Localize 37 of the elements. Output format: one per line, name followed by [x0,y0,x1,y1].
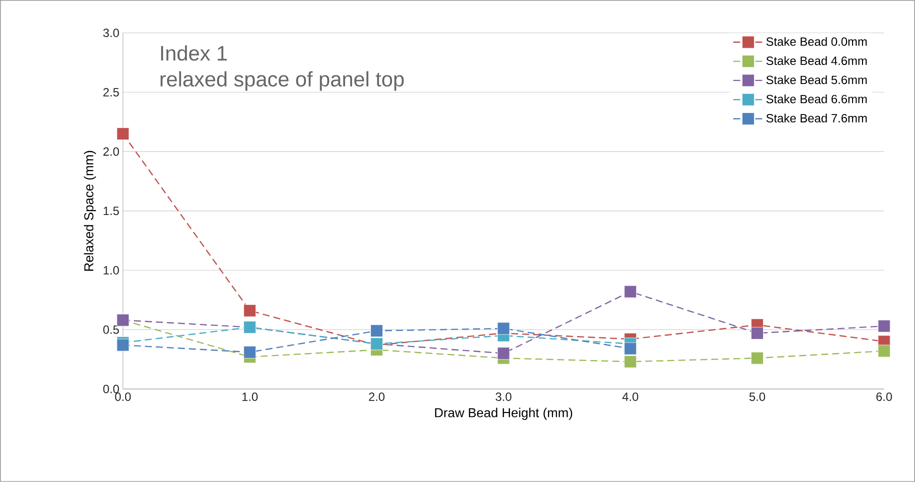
legend-label: Stake Bead 6.6mm [766,94,867,104]
y-tick-label: 0.5 [103,325,119,334]
legend-label: Stake Bead 0.0mm [766,37,867,46]
x-tick-label: 5.0 [749,392,766,401]
legend-label: Stake Bead 5.6mm [766,75,867,84]
point [244,304,256,317]
x-tick-label: 0.0 [115,392,131,401]
y-tick-label: 1.0 [104,266,119,275]
legend-label: Stake Bead 7.6mm [766,114,867,122]
point [878,344,890,358]
y-tick-label: 3.0 [103,28,119,38]
y-axis-title: Relaxed Space (mm) [84,150,96,271]
y-tick-label: 2.0 [103,147,119,156]
point [624,285,637,298]
point [878,320,890,332]
point [244,346,256,358]
point [116,128,130,140]
text: relaxed space of panel top [160,71,404,91]
point [370,324,383,338]
x-tick-label: 3.0 [496,392,512,401]
y-tick-label: 2.5 [103,88,119,97]
point [116,338,130,352]
legend-label: Stake Bead 4.6mm [766,56,867,66]
point [751,352,764,364]
x-tick-label: 1.0 [242,392,258,401]
x-tick-label: 2.0 [368,392,385,401]
x-axis-title: Draw Bead Height (mm) [435,408,572,420]
y-tick-label: 1.5 [104,206,119,216]
point [624,342,637,355]
x-tick-label: 6.0 [876,392,892,401]
y-tick-label: 0.0 [103,384,119,394]
point [497,347,510,360]
point [624,356,637,368]
chart-title: Index 1 [161,45,227,61]
point [751,327,764,340]
point [497,322,510,335]
x-tick-label: 4.0 [622,392,638,401]
